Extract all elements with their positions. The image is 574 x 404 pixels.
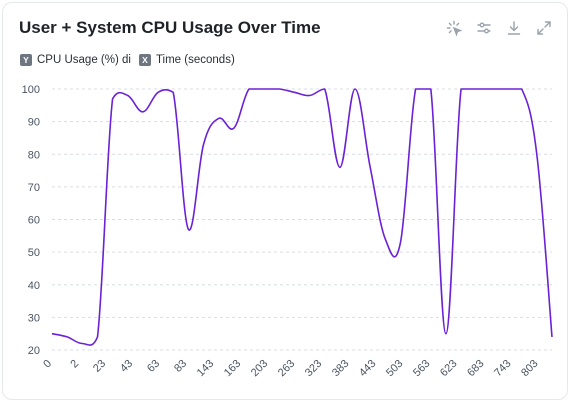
- axis-legend: Y CPU Usage (%) di X Time (seconds): [20, 54, 235, 66]
- x-tick-label: 563: [411, 358, 432, 379]
- x-tick-label: 2: [68, 358, 81, 371]
- select-icon[interactable]: [445, 19, 463, 37]
- x-tick-label: 383: [330, 358, 351, 379]
- x-tick-label: 323: [303, 358, 324, 379]
- y-tick-label: 50: [28, 247, 40, 259]
- y-tick-label: 30: [28, 312, 40, 324]
- x-tick-label: 163: [222, 358, 243, 379]
- chart-toolbar: [445, 19, 553, 37]
- expand-icon[interactable]: [535, 19, 553, 37]
- cpu-usage-line: [51, 88, 553, 346]
- y-tick-label: 70: [28, 182, 40, 194]
- x-tick-label: 683: [465, 358, 486, 379]
- y-tick-label: 60: [28, 215, 40, 227]
- x-tick-label: 443: [357, 358, 378, 379]
- x-tick-label: 63: [145, 358, 162, 375]
- y-axis-legend-label: CPU Usage (%) di: [37, 54, 131, 66]
- x-tick-label: 263: [276, 358, 297, 379]
- x-tick-label: 623: [438, 358, 459, 379]
- download-icon[interactable]: [505, 19, 523, 37]
- x-tick-label: 203: [249, 358, 270, 379]
- y-tick-label: 100: [22, 84, 40, 96]
- y-tick-label: 20: [28, 345, 40, 357]
- x-axis-badge: X: [138, 54, 151, 66]
- chart-card: User + System CPU Usage Over Time: [2, 2, 568, 400]
- y-tick-label: 80: [28, 149, 40, 161]
- filter-sliders-icon[interactable]: [475, 19, 493, 37]
- x-tick-label: 803: [519, 358, 540, 379]
- chart-title: User + System CPU Usage Over Time: [19, 18, 321, 37]
- x-tick-label: 143: [195, 358, 216, 379]
- x-axis-legend-label: Time (seconds): [155, 54, 235, 66]
- x-tick-label: 43: [118, 358, 135, 375]
- y-tick-label: 90: [28, 117, 40, 129]
- y-axis-badge: Y: [20, 54, 32, 66]
- x-tick-label: 0: [41, 358, 54, 371]
- x-tick-label: 743: [492, 358, 513, 379]
- x-tick-label: 83: [172, 358, 189, 375]
- x-tick-label: 503: [384, 358, 405, 379]
- y-tick-label: 40: [28, 280, 40, 292]
- x-tick-label: 23: [91, 358, 108, 375]
